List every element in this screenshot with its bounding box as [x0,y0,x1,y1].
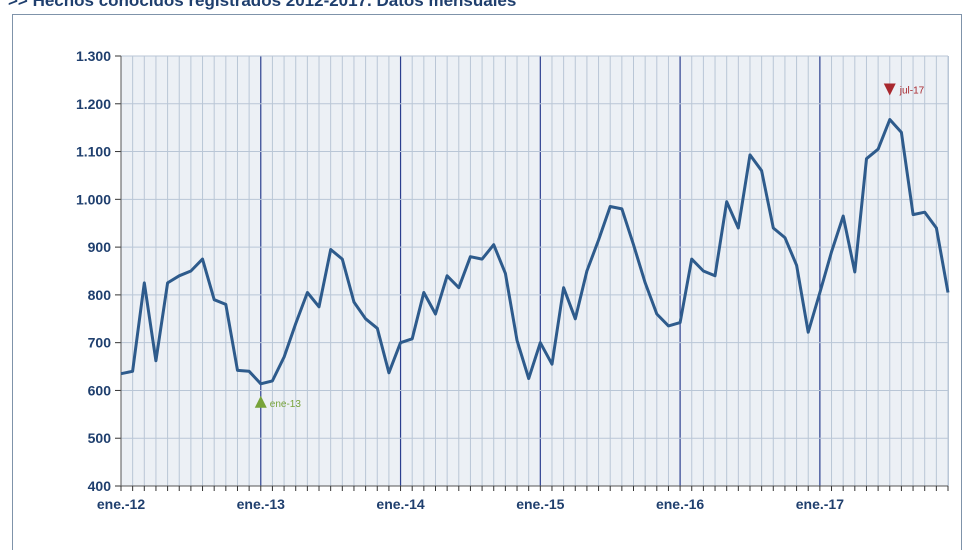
y-tick-label: 800 [88,287,112,303]
max-marker-icon [883,83,896,96]
y-tick-label: 500 [88,430,112,446]
min-annotation-label: ene-13 [270,399,302,410]
series-line [120,118,950,386]
plot-area [121,56,948,486]
min-marker-icon [254,395,267,408]
y-tick-label: 600 [88,382,112,398]
y-tick-label: 1.000 [76,191,111,207]
chart-frame [12,14,962,550]
x-tick-label: ene.-16 [656,496,704,512]
y-tick-label: 1.300 [76,48,111,64]
y-tick-label: 700 [88,335,112,351]
x-tick-label: ene.-14 [376,496,424,512]
y-tick-label: 1.100 [76,144,111,160]
x-tick-label: ene.-15 [516,496,564,512]
y-tick-label: 900 [88,239,112,255]
x-axis: ene.-12 ene.-13 ene.-14 ene.-15 ene.-16 ene.-… [97,485,949,512]
page-title: >> Hechos conocidos registrados 2012-201… [8,0,517,10]
x-tick-label: ene.-12 [97,496,145,512]
x-tick-label: ene.-17 [796,496,844,512]
max-annotation-label: jul-17 [899,86,925,97]
x-tick-label: ene.-13 [237,496,285,512]
y-axis: 400 500 600 700 800 900 1.000 1.100 1.200 1.300 [76,48,122,494]
y-tick-label: 400 [88,478,112,494]
annotations: ene-13 jul-17 [254,83,925,410]
y-tick-label: 1.200 [76,96,111,112]
